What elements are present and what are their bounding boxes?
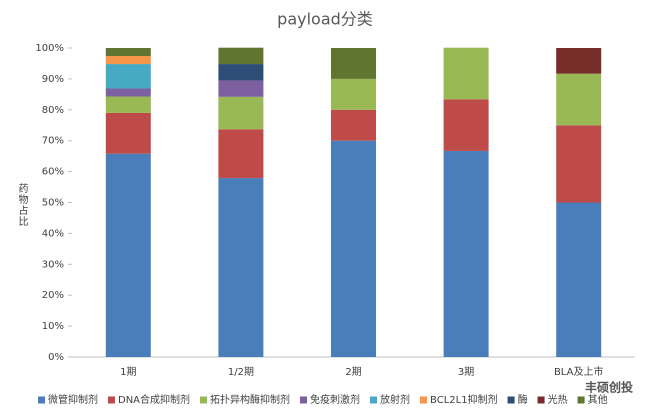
legend-swatch [38,396,45,404]
bar-segment [105,88,151,97]
x-tick-label: BLA及上市 [554,365,604,378]
legend-swatch [108,396,115,404]
bar-segment [556,125,602,203]
bar-segment [105,48,151,57]
legend-swatch [507,396,515,404]
legend-label: DNA合成抑制剂 [118,393,190,406]
bar-segment [218,178,264,357]
y-tick-label: 70% [42,136,64,147]
y-tick-label: 50% [42,198,64,209]
watermark: 丰硕创投 [585,380,633,395]
bar-segment [218,129,264,179]
bar-segment [218,47,264,65]
bar-segment [331,109,376,141]
legend-label: 酶 [518,393,528,406]
legend-label: 放射剂 [380,393,410,406]
y-tick-label: 60% [42,167,64,178]
y-axis-label: 药物占比 [16,183,28,227]
bar-segment [105,64,151,89]
legend-swatch [370,396,378,404]
legend-label: 免疫刺激剂 [310,393,360,406]
legend-swatch [577,396,585,404]
y-tick-label: 10% [42,321,64,332]
y-tick-label: 80% [42,105,64,116]
chart-title: payload分类 [277,10,373,29]
bar-segment [218,64,264,81]
legend-swatch [420,396,428,404]
legend-swatch [537,396,545,404]
legend-label: BCL2L1抑制剂 [430,393,498,406]
y-tick-label: 20% [42,290,64,301]
bar-segment [105,96,151,113]
y-tick-label: 0% [48,352,64,363]
legend-label: 拓扑异构酶抑制剂 [210,393,290,406]
bar-segment [105,56,151,65]
legend-swatch [200,396,208,404]
x-tick-label: 1期 [120,366,136,378]
legend-label: 光热 [548,393,568,406]
bar-segment [331,140,376,357]
x-tick-label: 1/2期 [228,366,254,378]
x-tick-label: 2期 [345,366,361,378]
bar-segment [105,112,151,154]
bar-segment [443,47,489,100]
legend-label: 其他 [588,393,608,406]
bar-segment [331,48,376,79]
legend-swatch [300,396,308,404]
bar-segment [443,99,489,151]
x-tick-label: 3期 [458,366,474,378]
y-tick-label: 30% [42,259,64,270]
y-tick-label: 100% [35,43,64,54]
bar-segment [331,78,376,110]
bar-segment [218,96,264,130]
bar-segment [556,48,602,74]
bar-segment [218,80,264,97]
bar-segment [443,150,489,357]
legend-label: 微管抑制剂 [48,393,98,406]
bar-segment [105,153,151,357]
y-tick-label: 90% [42,74,64,85]
bar-segment [556,202,602,357]
bar-segment [556,73,602,126]
y-tick-label: 40% [42,228,64,239]
